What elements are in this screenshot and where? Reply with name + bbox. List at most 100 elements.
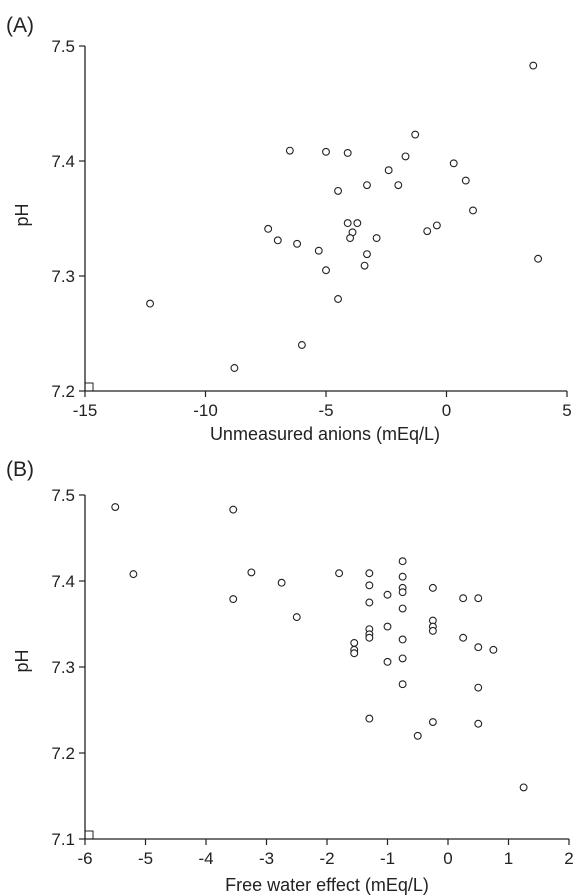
x-axis-title-a: Unmeasured anions (mEq/L)	[210, 424, 440, 444]
data-point-b	[398, 680, 407, 689]
data-point-b	[398, 557, 407, 566]
data-point-a	[423, 227, 432, 236]
y-axis-title-a: pH	[12, 203, 32, 226]
y-tick-label-a: 7.2	[51, 382, 75, 401]
data-point-b	[292, 613, 301, 622]
panel-a: (A) pH Unmeasured anions (mEq/L) 7.27.37…	[6, 14, 572, 444]
data-point-a	[432, 221, 441, 230]
data-point-a	[534, 254, 543, 263]
data-point-a	[353, 219, 362, 228]
data-point-b	[413, 731, 422, 740]
axis-corner-box-a	[84, 382, 94, 392]
data-point-a	[449, 159, 458, 168]
data-point-b	[247, 568, 256, 577]
x-tick-label-b: -1	[380, 849, 395, 868]
data-point-b	[350, 638, 359, 647]
data-point-a	[469, 206, 477, 215]
data-point-a	[146, 299, 155, 308]
data-point-b	[428, 718, 437, 726]
data-point-b	[474, 719, 483, 728]
data-point-a	[384, 166, 393, 175]
data-point-a	[314, 246, 323, 255]
data-point-b	[365, 598, 374, 607]
y-tick-label-a: 7.5	[51, 37, 75, 56]
data-point-b	[383, 590, 392, 599]
y-tick-label-a: 7.4	[51, 152, 75, 171]
data-point-a	[394, 181, 403, 190]
data-point-b	[365, 714, 374, 723]
x-tick-label-b: 0	[443, 849, 452, 868]
x-tick-label-a: -15	[73, 401, 98, 420]
data-point-a	[360, 261, 369, 270]
data-point-b	[229, 595, 238, 604]
data-point-b	[519, 783, 528, 792]
y-axis-title-b: pH	[12, 649, 32, 672]
data-point-b	[398, 635, 407, 644]
x-tick-label-a: -10	[193, 401, 218, 420]
data-point-a	[346, 234, 355, 243]
x-tick-label-b: 1	[504, 849, 513, 868]
data-point-a	[293, 239, 302, 248]
data-point-a	[297, 341, 306, 349]
data-point-b	[474, 683, 483, 692]
data-point-b	[277, 578, 286, 587]
x-tick-label-b: -2	[319, 849, 334, 868]
data-point-b	[129, 570, 138, 579]
y-tick-label-a: 7.3	[51, 267, 75, 286]
data-point-a	[322, 266, 330, 275]
data-point-a	[343, 149, 352, 157]
data-point-b	[489, 645, 498, 654]
data-point-b	[398, 654, 407, 663]
x-tick-label-b: -5	[138, 849, 153, 868]
panel-b: (B) pH Free water effect (mEq/L) 7.1 7.2 7…	[6, 458, 574, 895]
data-point-b	[459, 594, 468, 603]
data-point-a	[334, 295, 342, 303]
data-point-a	[461, 176, 470, 185]
x-axis-title-b: Free water effect (mEq/L)	[225, 875, 429, 895]
plot-area-a: 7.2 7.3 7.4 7.5 -15 -10 -5 0 5	[51, 37, 571, 420]
axis-corner-box-b	[84, 830, 94, 840]
data-point-a	[411, 130, 420, 139]
data-point-b	[398, 588, 407, 597]
y-tick-label-b: 7.3	[51, 658, 75, 677]
data-point-a	[273, 236, 282, 245]
y-tick-label-b: 7.4	[51, 572, 75, 591]
data-point-b	[383, 657, 392, 666]
data-point-a	[529, 61, 538, 70]
data-point-b	[365, 569, 374, 578]
x-tick-label-a: 0	[442, 401, 451, 420]
data-point-b	[398, 604, 407, 613]
data-point-a	[372, 234, 381, 243]
data-point-a	[363, 181, 371, 190]
data-point-a	[230, 364, 239, 372]
y-tick-label-b: 7.5	[51, 486, 75, 505]
data-point-b	[350, 649, 359, 658]
data-point-b	[428, 583, 437, 592]
data-point-b	[474, 643, 483, 652]
data-point-b	[365, 581, 374, 590]
data-point-b	[398, 572, 407, 581]
data-point-b	[459, 633, 468, 642]
y-tick-label-b: 7.2	[51, 744, 75, 763]
y-tick-label-b: 7.1	[51, 830, 75, 849]
x-tick-label-b: -6	[77, 849, 92, 868]
data-point-a	[343, 219, 352, 228]
data-point-b	[383, 622, 392, 631]
data-point-b	[229, 505, 238, 514]
data-point-b	[365, 633, 374, 642]
data-point-a	[363, 250, 371, 259]
data-point-b	[428, 626, 437, 635]
data-point-a	[334, 186, 342, 195]
x-tick-label-a: 5	[562, 401, 571, 420]
panel-label-a: (A)	[6, 14, 34, 37]
data-point-a	[401, 152, 410, 161]
data-point-b	[474, 594, 483, 603]
x-tick-label-b: 2	[564, 849, 573, 868]
data-point-b	[335, 569, 344, 578]
data-point-a	[264, 224, 273, 233]
data-point-a	[322, 147, 330, 156]
data-point-b	[111, 503, 120, 511]
x-tick-label-a: -5	[318, 401, 333, 420]
panel-label-b: (B)	[6, 458, 34, 481]
